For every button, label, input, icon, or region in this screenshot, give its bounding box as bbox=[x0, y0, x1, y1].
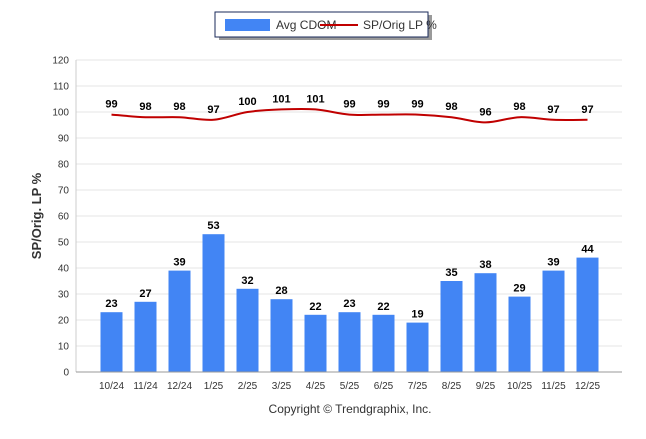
y-tick-label: 30 bbox=[58, 290, 70, 301]
line-data-label: 99 bbox=[343, 99, 355, 111]
y-tick-label: 10 bbox=[58, 342, 70, 353]
bar-series bbox=[100, 234, 599, 372]
y-tick-label: 120 bbox=[52, 56, 69, 67]
line-data-label: 99 bbox=[377, 99, 389, 111]
line-data-label: 98 bbox=[513, 101, 525, 113]
x-tick-label: 7/25 bbox=[408, 381, 428, 392]
y-tick-label: 70 bbox=[58, 186, 70, 197]
bar bbox=[100, 312, 123, 372]
bar-data-label: 22 bbox=[309, 301, 321, 313]
line-data-label: 99 bbox=[105, 99, 117, 111]
bar bbox=[270, 299, 293, 372]
y-tick-label: 90 bbox=[58, 134, 70, 145]
bar bbox=[542, 270, 565, 372]
line-data-label: 98 bbox=[445, 101, 457, 113]
x-tick-label: 12/24 bbox=[167, 381, 192, 392]
bar bbox=[576, 257, 599, 372]
bar-data-label: 28 bbox=[275, 285, 287, 297]
y-tick-label: 100 bbox=[52, 108, 69, 119]
bar bbox=[236, 288, 259, 372]
x-tick-label: 11/24 bbox=[133, 381, 158, 392]
line-data-label: 98 bbox=[173, 101, 185, 113]
line-series bbox=[111, 107, 588, 124]
x-tick-label: 3/25 bbox=[272, 381, 292, 392]
x-tick-label: 11/25 bbox=[541, 381, 566, 392]
line-data-label: 101 bbox=[272, 93, 290, 105]
line-data-label: 97 bbox=[207, 104, 219, 116]
axes: 0 10 20 30 40 50 60 70 80 90 100 110 120 10/24 11/24 12… bbox=[52, 56, 622, 392]
bar-data-label: 53 bbox=[207, 220, 219, 232]
x-tick-label: 8/25 bbox=[442, 381, 462, 392]
legend-swatch-bars bbox=[225, 19, 270, 31]
bar bbox=[508, 296, 531, 372]
y-tick-label: 80 bbox=[58, 160, 70, 171]
bar bbox=[134, 301, 157, 372]
y-tick-label: 20 bbox=[58, 316, 70, 327]
x-tick-label: 6/25 bbox=[374, 381, 394, 392]
x-tick-label: 10/24 bbox=[99, 381, 124, 392]
bar bbox=[406, 322, 429, 372]
bar-data-label: 27 bbox=[139, 288, 151, 300]
x-tick-label: 1/25 bbox=[204, 381, 224, 392]
bar-data-label: 35 bbox=[445, 267, 457, 279]
legend: Avg CDOM SP/Orig LP % bbox=[214, 11, 437, 40]
bar bbox=[372, 314, 395, 372]
bar-data-label: 32 bbox=[241, 275, 253, 287]
bar-data-label: 22 bbox=[377, 301, 389, 313]
y-tick-label: 0 bbox=[63, 368, 69, 379]
copyright-credit: Copyright © Trendgraphix, Inc. bbox=[269, 402, 432, 416]
bar bbox=[474, 273, 497, 372]
bar bbox=[338, 312, 361, 372]
gridlines bbox=[76, 59, 622, 347]
x-tick-label: 5/25 bbox=[340, 381, 360, 392]
bar-data-label: 23 bbox=[105, 298, 117, 310]
line-data-label: 100 bbox=[238, 96, 256, 108]
x-tick-label: 2/25 bbox=[238, 381, 258, 392]
y-tick-label: 110 bbox=[53, 82, 69, 93]
line-series-path bbox=[111, 107, 588, 124]
bar-data-label: 29 bbox=[513, 283, 525, 295]
data-labels: 23 27 39 53 32 28 22 23 22 19 35 38 29 39 44 99 98 98 97 10… bbox=[105, 93, 594, 320]
line-data-label: 99 bbox=[411, 99, 423, 111]
bar bbox=[202, 234, 225, 372]
line-data-label: 97 bbox=[547, 104, 559, 116]
x-tick-label: 4/25 bbox=[306, 381, 326, 392]
y-tick-label: 60 bbox=[58, 212, 70, 223]
y-axis-title: SP/Orig. LP % bbox=[29, 172, 44, 259]
bar bbox=[304, 314, 327, 372]
y-tick-label: 50 bbox=[58, 238, 70, 249]
line-data-label: 98 bbox=[139, 101, 151, 113]
line-data-label: 101 bbox=[306, 93, 324, 105]
x-tick-label: 10/25 bbox=[507, 381, 532, 392]
bar-data-label: 44 bbox=[581, 244, 594, 256]
legend-label-line: SP/Orig LP % bbox=[363, 18, 437, 32]
bar bbox=[440, 281, 463, 372]
bar-data-label: 39 bbox=[547, 257, 559, 269]
bar-data-label: 23 bbox=[343, 298, 355, 310]
bar-data-label: 38 bbox=[479, 259, 491, 271]
legend-label-bars: Avg CDOM bbox=[276, 18, 336, 32]
x-tick-label: 12/25 bbox=[575, 381, 600, 392]
line-data-label: 96 bbox=[479, 106, 491, 118]
bar-data-label: 19 bbox=[411, 309, 423, 321]
bar-data-label: 39 bbox=[173, 257, 185, 269]
x-tick-label: 9/25 bbox=[476, 381, 496, 392]
line-data-label: 97 bbox=[581, 104, 593, 116]
bar bbox=[168, 270, 191, 372]
y-tick-label: 40 bbox=[58, 264, 70, 275]
